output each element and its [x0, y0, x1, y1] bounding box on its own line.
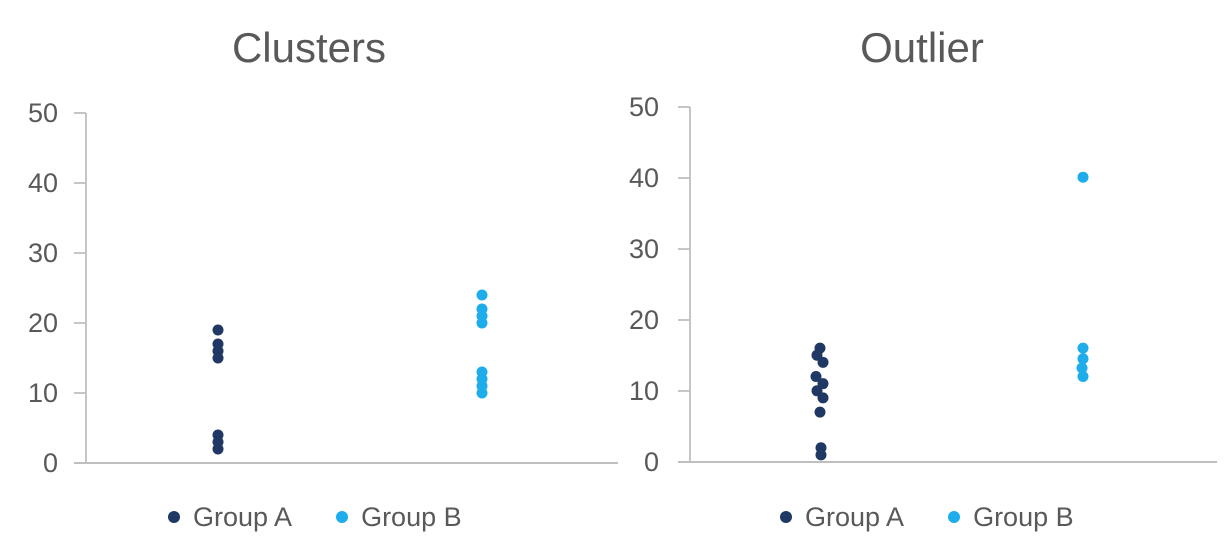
- group-a-points: [810, 342, 829, 461]
- data-point: [212, 324, 224, 336]
- group-b-points: [1076, 171, 1089, 383]
- group-b-points: [476, 289, 488, 399]
- y-axis: 0 10 20 30 40 50: [629, 92, 1217, 477]
- chart-title: Outlier: [860, 24, 984, 71]
- group-a-marker-icon: [780, 511, 792, 523]
- group-b-marker-icon: [336, 511, 349, 523]
- legend-item-group-b: Group B: [336, 503, 462, 531]
- group-a-points: [212, 324, 224, 455]
- data-point: [1076, 362, 1088, 374]
- outlier-plot-area: 0 10 20 30 40 50: [629, 92, 1217, 477]
- legend-item-group-b: Group B: [948, 503, 1074, 531]
- data-point: [817, 392, 829, 404]
- y-tick-label: 50: [28, 98, 58, 128]
- y-tick-label: 0: [644, 447, 659, 477]
- y-tick-label: 10: [28, 378, 58, 408]
- data-point: [476, 317, 488, 329]
- data-point: [810, 371, 822, 383]
- legend-label: Group A: [805, 502, 905, 532]
- group-a-marker-icon: [168, 511, 180, 523]
- data-point: [1077, 371, 1089, 383]
- outlier-chart: 0 10 20 30 40 50 Outlier Group A Group B: [615, 0, 1229, 541]
- y-tick-label: 40: [28, 168, 58, 198]
- clusters-chart: 0 10 20 30 40 50 Clusters Group A Group B: [28, 24, 618, 531]
- y-tick-label: 40: [629, 163, 659, 193]
- legend-label: Group A: [193, 502, 293, 532]
- data-point: [817, 356, 829, 368]
- group-b-marker-icon: [948, 511, 961, 523]
- legend-item-group-a: Group A: [780, 503, 904, 531]
- chart-title: Clusters: [231, 24, 387, 71]
- data-point: [1077, 342, 1089, 354]
- y-tick-label: 20: [28, 308, 58, 338]
- legend: Group A Group B: [168, 503, 462, 531]
- data-point: [212, 352, 224, 364]
- legend-item-group-a: Group A: [168, 503, 292, 531]
- data-point: [476, 289, 488, 301]
- legend-label: Group B: [973, 502, 1074, 532]
- legend: Group A Group B: [780, 503, 1074, 531]
- clusters-plot-area: 0 10 20 30 40 50: [28, 98, 618, 478]
- y-tick-label: 0: [43, 448, 58, 478]
- y-tick-label: 10: [629, 376, 659, 406]
- y-tick-label: 20: [629, 305, 659, 335]
- data-point: [476, 387, 488, 399]
- legend-label: Group B: [361, 502, 462, 532]
- y-tick-label: 30: [28, 238, 58, 268]
- data-point: [212, 443, 224, 455]
- data-point: [814, 406, 826, 418]
- y-tick-label: 50: [629, 92, 659, 122]
- y-tick-label: 30: [629, 234, 659, 264]
- data-point: [1077, 171, 1089, 183]
- y-axis: 0 10 20 30 40 50: [28, 98, 618, 478]
- data-point: [1077, 353, 1089, 365]
- data-point: [815, 449, 827, 461]
